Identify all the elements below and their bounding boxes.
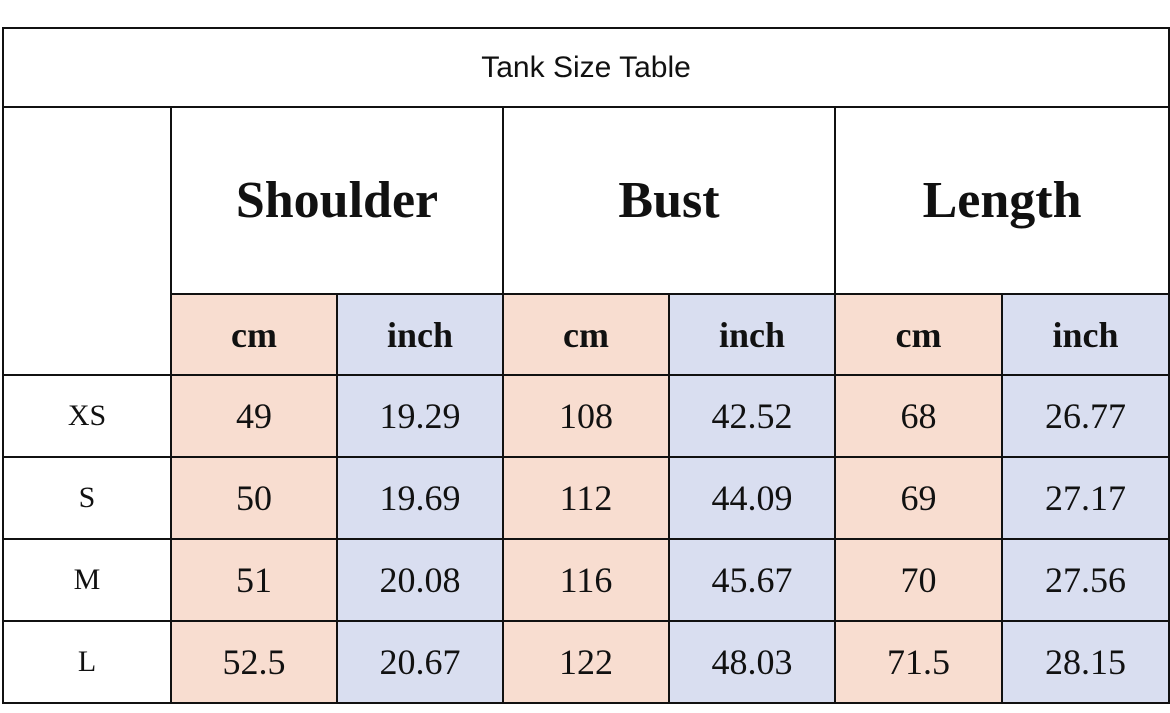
- corner-cell: [2, 106, 172, 376]
- size-table: Tank Size Table Shoulder Bust Length cm …: [1, 27, 1170, 704]
- unit-header-length-inch: inch: [1000, 293, 1170, 376]
- length-cm-cell: 69: [834, 456, 1003, 540]
- table-row: M 51 20.08 116 45.67 70 27.56: [2, 538, 1170, 622]
- shoulder-inch-cell: 19.29: [336, 374, 504, 458]
- unit-header-bust-cm: cm: [502, 293, 670, 376]
- size-label: XS: [2, 374, 172, 458]
- group-header-bust: Bust: [502, 106, 836, 295]
- bust-cm-cell: 122: [502, 620, 670, 704]
- bust-inch-cell: 44.09: [668, 456, 836, 540]
- unit-header-shoulder-cm: cm: [170, 293, 338, 376]
- shoulder-cm-cell: 50: [170, 456, 338, 540]
- shoulder-inch-cell: 19.69: [336, 456, 504, 540]
- table-row: XS 49 19.29 108 42.52 68 26.77: [2, 374, 1170, 458]
- table-row: L 52.5 20.67 122 48.03 71.5 28.15: [2, 620, 1170, 704]
- table-row: S 50 19.69 112 44.09 69 27.17: [2, 456, 1170, 540]
- bust-inch-cell: 42.52: [668, 374, 836, 458]
- length-inch-cell: 27.56: [1000, 538, 1170, 622]
- group-header-shoulder: Shoulder: [170, 106, 504, 295]
- bust-cm-cell: 108: [502, 374, 670, 458]
- length-cm-cell: 71.5: [834, 620, 1003, 704]
- length-inch-cell: 27.17: [1000, 456, 1170, 540]
- shoulder-cm-cell: 52.5: [170, 620, 338, 704]
- shoulder-inch-cell: 20.08: [336, 538, 504, 622]
- size-label: S: [2, 456, 172, 540]
- length-cm-cell: 68: [834, 374, 1003, 458]
- bust-inch-cell: 48.03: [668, 620, 836, 704]
- unit-header-bust-inch: inch: [668, 293, 836, 376]
- unit-header-row: cm inch cm inch cm inch: [3, 293, 1170, 376]
- title-row: Tank Size Table: [1, 27, 1170, 108]
- shoulder-inch-cell: 20.67: [336, 620, 504, 704]
- bust-inch-cell: 45.67: [668, 538, 836, 622]
- length-inch-cell: 26.77: [1000, 374, 1170, 458]
- length-cm-cell: 70: [834, 538, 1003, 622]
- bust-cm-cell: 116: [502, 538, 670, 622]
- group-header-length: Length: [833, 106, 1170, 295]
- size-label: M: [2, 538, 172, 622]
- shoulder-cm-cell: 51: [170, 538, 338, 622]
- unit-header-length-cm: cm: [834, 293, 1003, 376]
- group-header-row: Shoulder Bust Length: [2, 106, 1170, 376]
- unit-header-shoulder-inch: inch: [336, 293, 504, 376]
- length-inch-cell: 28.15: [1000, 620, 1170, 704]
- shoulder-cm-cell: 49: [170, 374, 338, 458]
- table-title: Tank Size Table: [1, 27, 1170, 108]
- size-label: L: [2, 620, 172, 704]
- bust-cm-cell: 112: [502, 456, 670, 540]
